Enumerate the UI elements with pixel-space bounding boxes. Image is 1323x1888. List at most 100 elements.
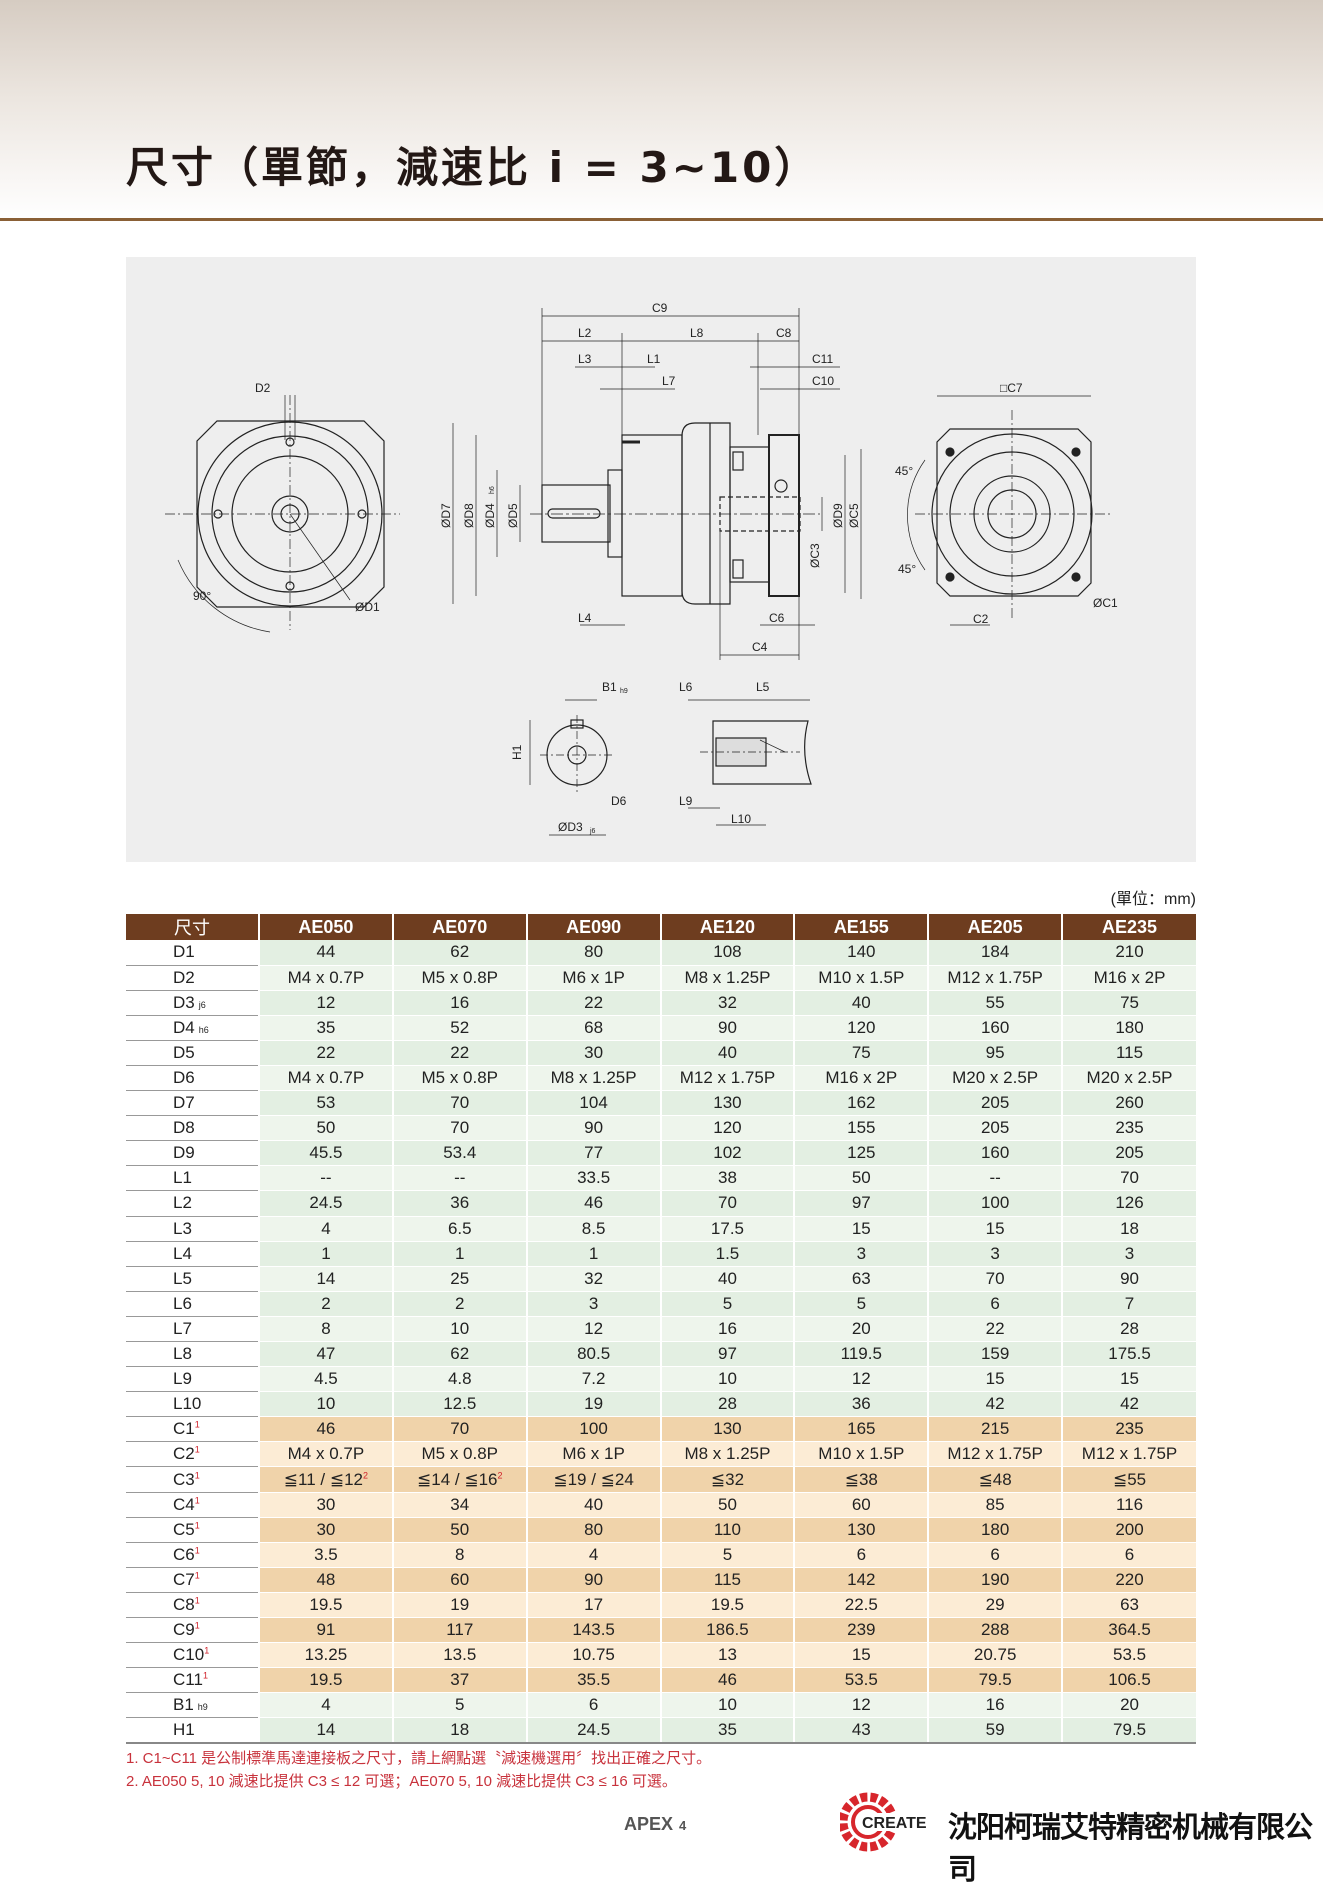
cell-value: ≦19 / ≦24 — [553, 1469, 634, 1489]
cell-value: 70 — [717, 1193, 737, 1213]
cell-value: 120 — [847, 1017, 876, 1037]
label-d6: D6 — [611, 794, 627, 808]
row-label: C61 — [126, 1542, 259, 1568]
table-row: C71 48 60 90 115 142 190 220 — [126, 1567, 1196, 1593]
cell-value: 12.5 — [443, 1394, 477, 1414]
cell-value: ≦11 / ≦12 — [283, 1469, 364, 1489]
row-label-text: L4 — [173, 1243, 192, 1263]
table-cell: 104 — [525, 1090, 661, 1117]
table-row: L4 1 1 1 1.5 3 3 3 — [126, 1241, 1196, 1267]
row-label-text: C5 — [173, 1519, 195, 1539]
table-cell: 4 — [258, 1692, 393, 1719]
cell-value: 15 — [851, 1218, 871, 1238]
column-header-model: AE120 — [659, 914, 795, 940]
cell-value: 12 — [584, 1318, 604, 1338]
cell-value: 119.5 — [840, 1344, 882, 1364]
table-cell: 53.5 — [793, 1667, 929, 1694]
table-cell: M12 x 1.75P — [927, 1441, 1063, 1468]
table-cell: M10 x 1.5P — [793, 965, 929, 991]
table-cell: 10.75 — [525, 1642, 661, 1669]
cell-value: 1 — [321, 1243, 331, 1263]
table-cell: 102 — [659, 1140, 795, 1167]
row-label: C111 — [126, 1667, 259, 1694]
cell-value: 110 — [713, 1519, 741, 1539]
row-label-text: D3 — [173, 992, 195, 1012]
cell-value: 53.5 — [1112, 1645, 1147, 1665]
cell-value: 45.5 — [309, 1143, 343, 1163]
label-c4: C4 — [752, 640, 768, 654]
table-cell: M8 x 1.25P — [525, 1065, 661, 1092]
table-cell: ≦19 / ≦24 — [525, 1466, 661, 1493]
front-view-output — [165, 395, 400, 633]
drawing-labels: C9 L2 L8 C8 L3 L1 C11 L7 C10 ØD7 ØD8 ØD4… — [193, 301, 1118, 835]
table-cell: 143.5 — [525, 1617, 661, 1644]
cell-value: 116 — [1115, 1494, 1144, 1514]
label-d3-tolerance: j6 — [589, 828, 596, 835]
cell-value: 10 — [450, 1318, 470, 1338]
table-cell: 6 — [793, 1542, 929, 1568]
row-label: D6 — [126, 1065, 259, 1092]
label-c11: C11 — [812, 352, 833, 366]
footnote-marker: 1 — [194, 1620, 200, 1631]
table-row: L9 4.5 4.8 7.2 10 12 15 15 — [126, 1366, 1196, 1393]
column-header-dimension: 尺寸 — [126, 914, 259, 940]
table-cell: 205 — [1061, 1140, 1196, 1167]
row-label-text: B1 — [173, 1695, 194, 1715]
table-cell: 53.4 — [391, 1140, 527, 1167]
table-cell: 140 — [793, 940, 929, 966]
label-b1-tolerance: h9 — [620, 688, 628, 695]
table-cell: 4.8 — [391, 1366, 527, 1393]
table-cell: 15 — [793, 1216, 929, 1242]
table-cell: 63 — [1061, 1592, 1196, 1619]
cell-value: 210 — [1115, 942, 1144, 962]
table-cell: 70 — [927, 1266, 1063, 1292]
cell-value: 12 — [316, 992, 336, 1012]
table-cell: -- — [258, 1165, 393, 1192]
cell-value: 50 — [450, 1519, 470, 1539]
table-cell: 8.5 — [525, 1216, 661, 1242]
cell-value: 2 — [455, 1293, 465, 1313]
dimension-lines — [452, 308, 862, 660]
footnote-marker: 1 — [194, 1595, 200, 1606]
cell-value: 22 — [584, 992, 604, 1012]
cell-value: ≦38 — [844, 1469, 878, 1489]
table-cell: 55 — [927, 990, 1063, 1016]
label-angle-45-top: 45° — [895, 464, 913, 478]
cell-value: 42 — [985, 1394, 1005, 1414]
table-cell: 46 — [258, 1416, 393, 1443]
label-c10: C10 — [812, 374, 834, 388]
footnote-marker: 1 — [194, 1545, 200, 1556]
cell-value: 10.75 — [572, 1645, 615, 1665]
table-cell: 110 — [659, 1517, 795, 1543]
cell-value: 22 — [316, 1042, 336, 1062]
table-cell: 68 — [525, 1015, 661, 1041]
table-cell: 75 — [793, 1040, 929, 1066]
table-cell: ≦32 — [659, 1466, 795, 1493]
cell-value: 3 — [856, 1243, 867, 1263]
cell-value: 4 — [321, 1218, 331, 1238]
cell-value: 18 — [450, 1720, 470, 1740]
footnote-marker: 1 — [204, 1645, 210, 1656]
table-cell: 62 — [391, 1341, 527, 1368]
cell-value: M10 x 1.5P — [818, 967, 905, 987]
table-cell: 8 — [258, 1316, 393, 1343]
table-cell: 10 — [659, 1692, 795, 1719]
cell-value: 20 — [851, 1318, 871, 1338]
cell-value: 30 — [316, 1494, 336, 1514]
cell-value: 220 — [1115, 1569, 1144, 1589]
label-d7: ØD7 — [439, 503, 453, 528]
cell-value: 85 — [985, 1494, 1005, 1514]
label-l1: L1 — [647, 352, 661, 366]
cell-value: 8.5 — [581, 1218, 606, 1238]
cell-value: 37 — [450, 1670, 470, 1690]
table-cell: 130 — [659, 1090, 795, 1117]
footnote-marker: 1 — [194, 1520, 200, 1531]
row-label-text: D2 — [173, 967, 195, 987]
table-cell: 70 — [391, 1416, 527, 1443]
table-cell: 15 — [1061, 1366, 1196, 1393]
table-cell: 36 — [793, 1391, 929, 1418]
cell-value: 3 — [588, 1293, 599, 1313]
column-header-model: AE070 — [391, 914, 527, 940]
cell-value: 22 — [450, 1042, 470, 1062]
cell-value: 68 — [584, 1017, 604, 1037]
